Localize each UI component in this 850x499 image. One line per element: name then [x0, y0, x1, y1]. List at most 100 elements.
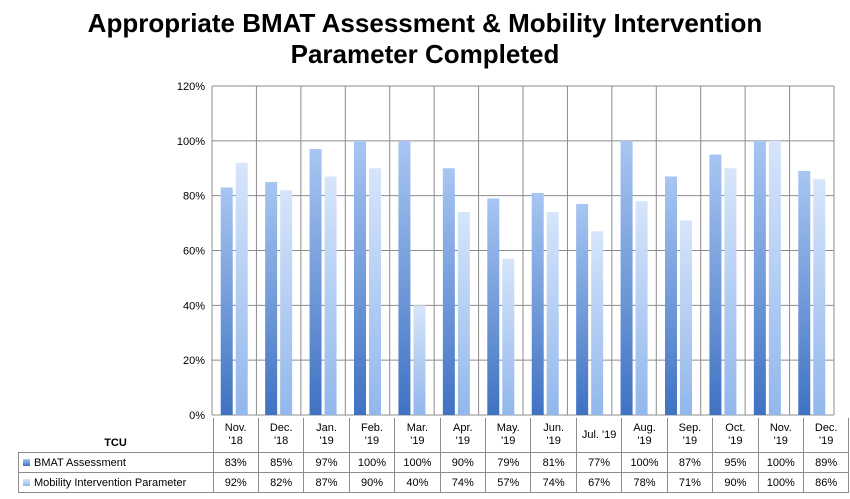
x-tick-label-line: '19	[364, 435, 380, 447]
chart-title: Appropriate BMAT Assessment & Mobility I…	[0, 8, 850, 70]
bar-mobility-intervention-parameter-9	[635, 201, 648, 415]
x-tick-label: Aug. '19	[621, 418, 668, 453]
x-tick-label: Nov. '19	[757, 418, 804, 453]
bar-mobility-intervention-parameter-3	[369, 168, 381, 415]
bar-bmat-assessment-6	[487, 198, 500, 415]
x-tick-label-line: Jun.	[543, 422, 565, 434]
x-tick-label: Dec. '19	[802, 418, 850, 453]
data-label-mobility-intervention-parameter: 90%	[348, 472, 396, 493]
data-label-mobility-intervention-parameter: 78%	[621, 472, 668, 493]
data-table: TCU Nov. '18 Dec. '18 Jan. '19 Feb. '19 Mar. '19 A…	[18, 418, 850, 493]
x-tick-label: Mar. '19	[394, 418, 441, 453]
bar-bmat-assessment-13	[798, 170, 811, 415]
x-tick-label-line: '19	[728, 435, 743, 447]
bar-mobility-intervention-parameter-11	[724, 168, 737, 415]
bar-bmat-assessment-12	[753, 140, 766, 416]
y-tick-label: 120%	[177, 81, 205, 93]
x-tick-label: Jun. '19	[530, 418, 577, 453]
x-tick-label-line: '18	[228, 435, 243, 447]
data-label-bmat-assessment: 81%	[530, 452, 577, 473]
data-label-mobility-intervention-parameter: 67%	[575, 472, 623, 493]
chart-title-line-2: Parameter Completed	[290, 39, 560, 69]
bar-bmat-assessment-2	[309, 149, 322, 415]
legend-label-bmat: BMAT Assessment	[34, 456, 126, 469]
chart-title-line-1: Appropriate BMAT Assessment & Mobility I…	[87, 8, 763, 38]
bar-mobility-intervention-parameter-10	[680, 220, 692, 415]
data-label-mobility-intervention-parameter: 74%	[530, 472, 577, 493]
bar-mobility-intervention-parameter-13	[813, 179, 826, 415]
x-tick-label-line: '19	[819, 435, 834, 447]
x-tick-label-line: Dec.	[269, 422, 293, 434]
y-tick-label: 20%	[183, 355, 205, 367]
bar-mobility-intervention-parameter-4	[413, 305, 426, 415]
bars	[220, 140, 826, 416]
x-tick-label-line: Aug.	[633, 422, 656, 434]
bar-bmat-assessment-0	[220, 187, 233, 415]
bar-mobility-intervention-parameter-1	[280, 190, 293, 415]
legend-entry-bmat: BMAT Assessment	[18, 452, 214, 473]
series-row-mobility: Mobility Intervention Parameter 92% 82% 87…	[18, 472, 850, 493]
bar-mobility-intervention-parameter-6	[502, 258, 515, 415]
data-label-bmat-assessment: 100%	[394, 452, 441, 473]
y-tick-label: 0%	[189, 410, 205, 422]
x-tick-label: Feb. '19	[348, 418, 396, 453]
data-label-mobility-intervention-parameter: 82%	[257, 472, 305, 493]
x-tick-label: Jan. '19	[303, 418, 350, 453]
x-tick-label: Sep. '19	[666, 418, 714, 453]
data-label-bmat-assessment: 95%	[712, 452, 759, 473]
table-header: TCU	[104, 437, 127, 449]
bar-bmat-assessment-3	[354, 140, 366, 416]
data-label-bmat-assessment: 85%	[257, 452, 305, 473]
data-label-bmat-assessment: 87%	[666, 452, 714, 473]
x-tick-label: Nov. '18	[212, 418, 259, 453]
x-tick-label-line: '19	[773, 435, 788, 447]
bar-bmat-assessment-8	[576, 203, 589, 415]
data-label-bmat-assessment: 77%	[575, 452, 623, 473]
y-tick-label: 60%	[183, 246, 205, 258]
x-tick-label: Apr. '19	[439, 418, 487, 453]
x-tick-label-line: Jul. '19	[581, 428, 617, 441]
data-label-mobility-intervention-parameter: 40%	[394, 472, 441, 493]
bar-bmat-assessment-4	[398, 140, 411, 416]
x-tick-label-line: '19	[546, 435, 561, 447]
data-label-bmat-assessment: 100%	[621, 452, 668, 473]
x-tick-label: Jul. '19	[575, 418, 623, 453]
legend-label-mobility: Mobility Intervention Parameter	[34, 476, 187, 489]
bar-mobility-intervention-parameter-5	[457, 212, 470, 415]
bar-bmat-assessment-1	[265, 181, 278, 415]
bar-mobility-intervention-parameter-0	[235, 162, 248, 415]
data-label-bmat-assessment: 90%	[439, 452, 487, 473]
bar-bmat-assessment-7	[531, 192, 544, 415]
series-row-bmat: BMAT Assessment 83% 85% 97% 100% 100% 90% 79% 8…	[18, 452, 850, 473]
x-tick-label-line: '19	[455, 435, 470, 447]
data-label-mobility-intervention-parameter: 100%	[757, 472, 804, 493]
x-tick-label-line: Jan.	[316, 422, 337, 434]
x-tick-label-line: Oct.	[725, 422, 746, 434]
bar-bmat-assessment-9	[620, 140, 633, 416]
x-tick-label-line: '18	[273, 435, 289, 447]
data-label-mobility-intervention-parameter: 74%	[439, 472, 487, 493]
bar-mobility-intervention-parameter-12	[768, 140, 781, 416]
x-tick-label-line: Mar.	[406, 422, 429, 434]
x-tick-label-line: Sep.	[678, 422, 702, 434]
bar-mobility-intervention-parameter-7	[546, 212, 559, 415]
legend-key-bmat	[23, 459, 30, 467]
legend-key-mobility	[23, 479, 30, 487]
data-label-mobility-intervention-parameter: 86%	[802, 472, 850, 493]
x-tick-label-line: Apr.	[453, 422, 473, 434]
bar-mobility-intervention-parameter-2	[324, 176, 337, 415]
x-tick-label-line: May.	[496, 422, 520, 434]
x-tick-label-line: '19	[501, 435, 516, 447]
x-tick-label-line: '19	[410, 435, 425, 447]
data-label-mobility-intervention-parameter: 90%	[712, 472, 759, 493]
x-tick-label-line: Feb.	[360, 422, 383, 434]
data-label-bmat-assessment: 100%	[757, 452, 804, 473]
data-label-mobility-intervention-parameter: 57%	[485, 472, 532, 493]
x-tick-label: Dec. '18	[257, 418, 305, 453]
data-label-bmat-assessment: 83%	[212, 452, 259, 473]
x-tick-label-line: Dec.	[814, 422, 838, 434]
bar-bmat-assessment-11	[709, 154, 722, 415]
bar-mobility-intervention-parameter-8	[591, 231, 604, 415]
data-label-bmat-assessment: 79%	[485, 452, 532, 473]
